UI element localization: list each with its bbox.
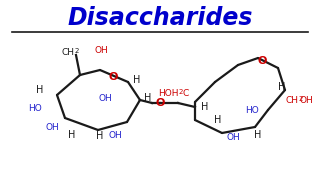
Text: H: H (68, 130, 76, 140)
Text: H: H (214, 115, 222, 125)
Text: OH: OH (226, 134, 240, 143)
Text: O: O (257, 56, 267, 66)
Text: CH: CH (285, 96, 299, 105)
Text: C: C (183, 89, 189, 98)
Text: H: H (254, 130, 262, 140)
Text: OH: OH (299, 96, 313, 105)
Text: H: H (96, 131, 104, 141)
Text: 2: 2 (179, 89, 183, 95)
Text: CH: CH (61, 48, 75, 57)
Text: O: O (108, 72, 118, 82)
Text: 2: 2 (75, 48, 79, 54)
Text: H: H (278, 82, 286, 92)
Text: 2: 2 (299, 96, 303, 102)
Text: H: H (36, 85, 44, 95)
Text: H: H (144, 93, 152, 103)
Text: OH: OH (98, 93, 112, 102)
Text: OH: OH (94, 46, 108, 55)
Text: H: H (201, 102, 209, 112)
Text: OH: OH (45, 123, 59, 132)
Text: OH: OH (108, 130, 122, 140)
Text: Disaccharides: Disaccharides (67, 6, 253, 30)
Text: HOH: HOH (158, 89, 178, 98)
Text: O: O (155, 98, 165, 108)
Text: H: H (133, 75, 141, 85)
Text: HO: HO (28, 103, 42, 112)
Text: HO: HO (245, 105, 259, 114)
